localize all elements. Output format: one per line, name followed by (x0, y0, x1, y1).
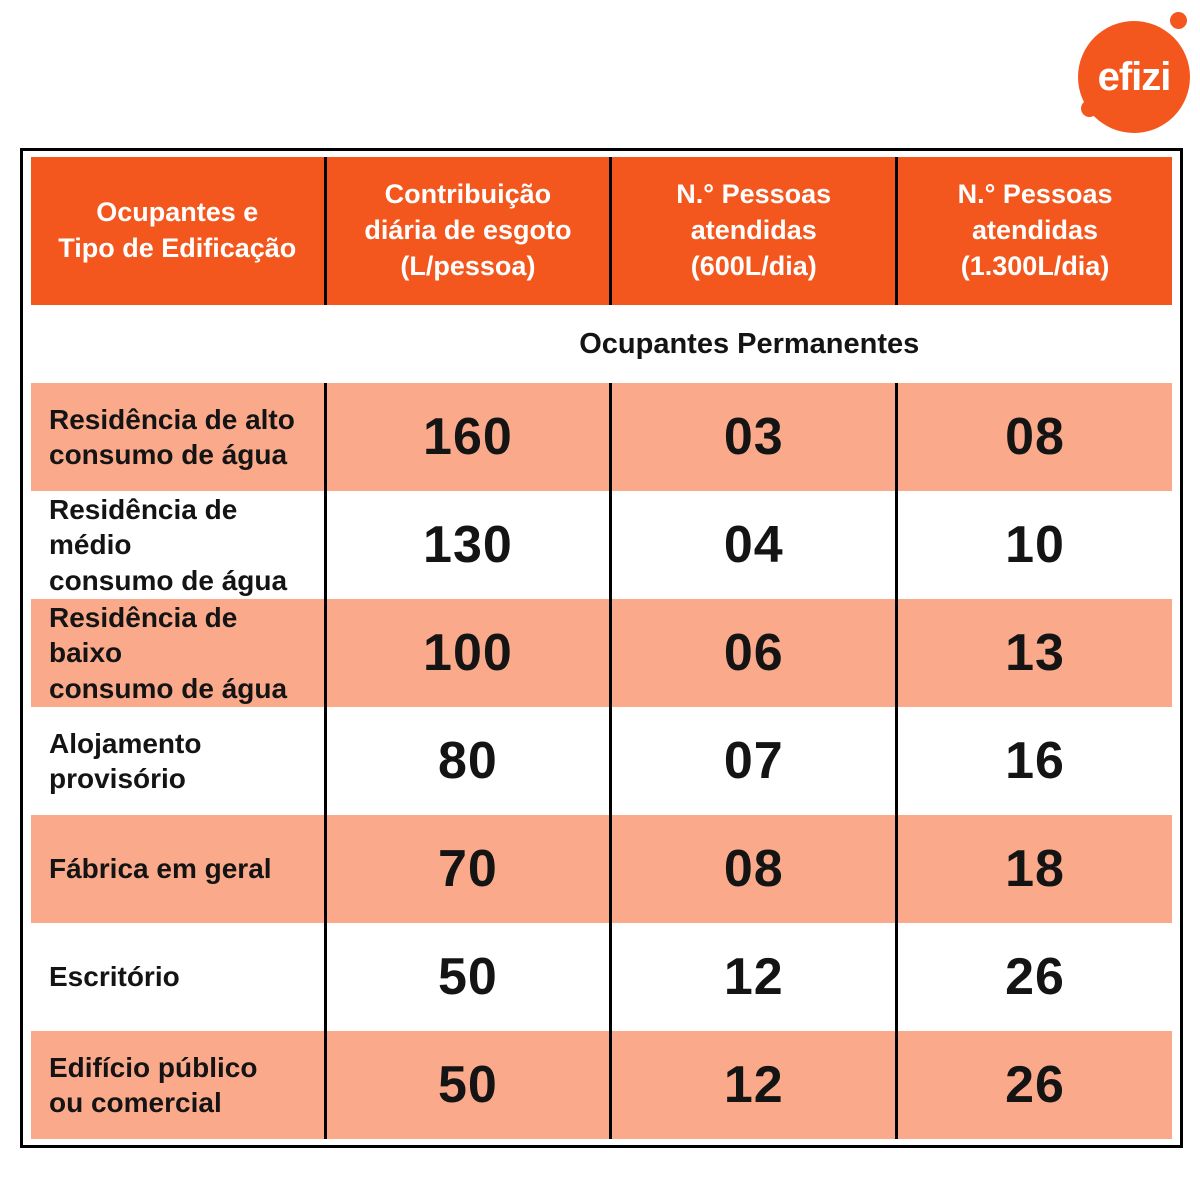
row-value-people-1300: 18 (1005, 840, 1065, 898)
row-label: Residência de alto consumo de água (31, 383, 327, 491)
table-row: Residência de médio consumo de água 130 … (31, 491, 1172, 599)
logo-wordmark: efizi (1097, 54, 1172, 99)
row-value-people-600: 12 (612, 923, 899, 1031)
section-title: Ocupantes Permanentes (579, 327, 920, 360)
row-value-people-1300: 13 (1005, 624, 1065, 682)
row-value-contribution: 160 (327, 383, 613, 491)
row-value-contribution: 130 (327, 491, 613, 599)
row-label: Residência de baixo consumo de água (31, 599, 327, 707)
row-value-contribution: 50 (327, 1031, 613, 1139)
row-value-contribution: 100 (327, 599, 613, 707)
row-value-people-600: 08 (612, 815, 899, 923)
row-value-people-1300: 26 (1005, 948, 1065, 1006)
row-label: Fábrica em geral (31, 815, 327, 923)
row-label: Residência de médio consumo de água (31, 491, 327, 599)
row-value-people-600: 04 (612, 491, 899, 599)
table-header-row: Ocupantes e Tipo de Edificação Contribui… (31, 157, 1172, 305)
header-cell-people-600: N.° Pessoas atendidas (600L/dia) (612, 157, 899, 305)
sewage-contribution-table: Ocupantes e Tipo de Edificação Contribui… (20, 148, 1183, 1148)
table-row: Edifício público ou comercial 50 12 26 (31, 1031, 1172, 1139)
row-value-people-1300: 16 (1005, 732, 1065, 790)
row-value-people-600: 03 (612, 383, 899, 491)
row-value-contribution: 70 (327, 815, 613, 923)
row-value-people-1300: 08 (1005, 408, 1065, 466)
row-value-contribution: 50 (327, 923, 613, 1031)
section-title-spacer (31, 305, 327, 383)
logo-circle: efizi (1078, 21, 1190, 133)
table-row: Escritório 50 12 26 (31, 923, 1172, 1031)
table-row: Residência de baixo consumo de água 100 … (31, 599, 1172, 707)
table-row: Residência de alto consumo de água 160 0… (31, 383, 1172, 491)
section-title-row: Ocupantes Permanentes (31, 305, 1172, 383)
logo-dot-top-icon (1170, 12, 1187, 29)
header-cell-occupants-type: Ocupantes e Tipo de Edificação (31, 157, 327, 305)
row-value-people-600: 12 (612, 1031, 899, 1139)
row-value-contribution: 80 (327, 707, 613, 815)
row-value-people-1300: 26 (1005, 1056, 1065, 1114)
table-row: Alojamento provisório 80 07 16 (31, 707, 1172, 815)
row-value-people-1300: 10 (1005, 516, 1065, 574)
row-label: Alojamento provisório (31, 707, 327, 815)
row-value-people-600: 06 (612, 599, 899, 707)
row-label: Edifício público ou comercial (31, 1031, 327, 1139)
header-cell-people-1300: N.° Pessoas atendidas (1.300L/dia) (898, 157, 1172, 305)
row-value-people-600: 07 (612, 707, 899, 815)
table-row: Fábrica em geral 70 08 18 (31, 815, 1172, 923)
row-label: Escritório (31, 923, 327, 1031)
header-cell-daily-contribution: Contribuição diária de esgoto (L/pessoa) (326, 157, 613, 305)
efizi-logo: efizi (1060, 0, 1200, 140)
